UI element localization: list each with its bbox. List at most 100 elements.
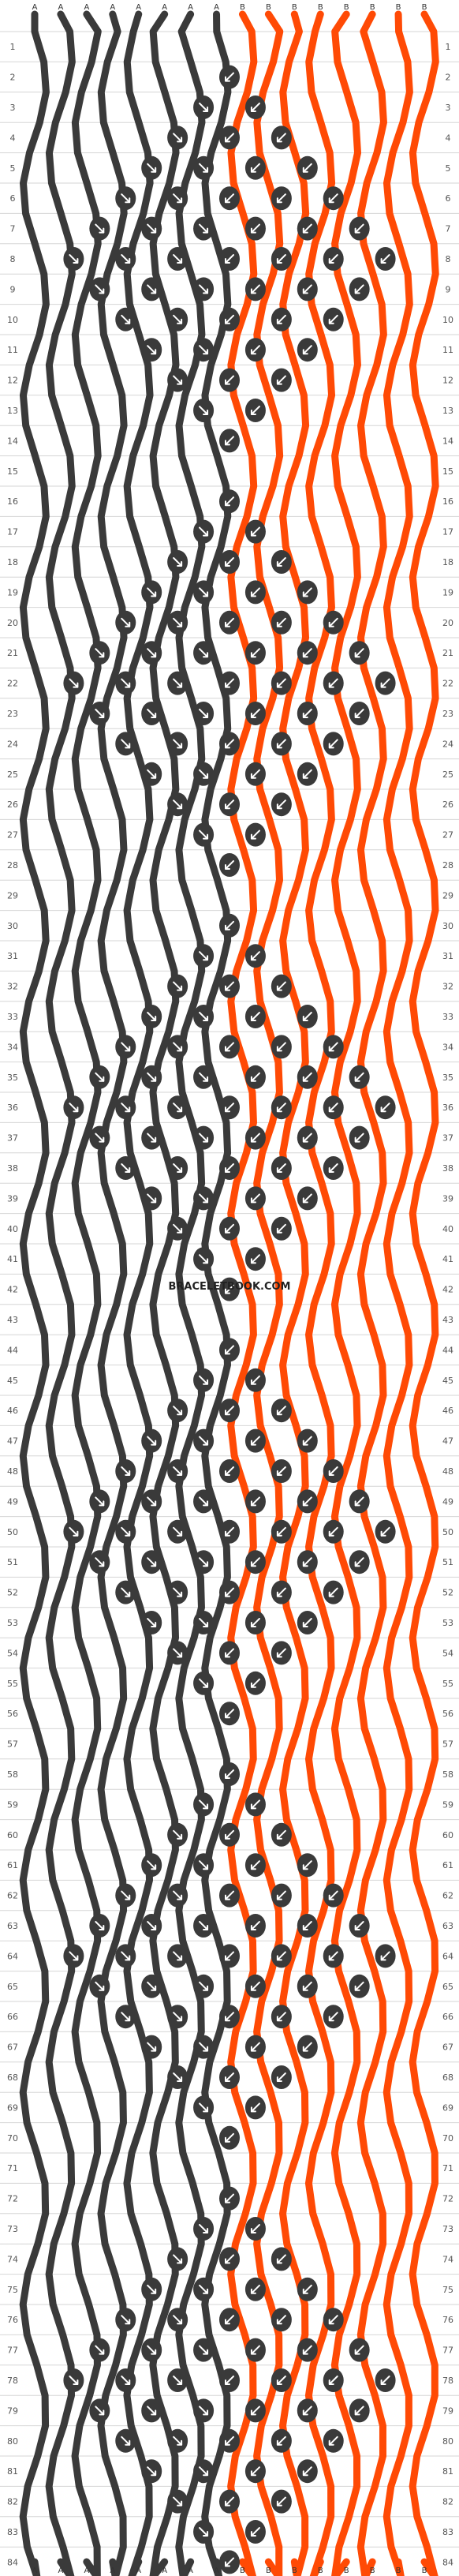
knot-arrow-icon	[276, 2072, 286, 2082]
knot-arrow-icon	[302, 1072, 312, 1082]
knot-arrow-icon	[328, 739, 338, 749]
knot-arrow-icon	[276, 1890, 286, 1900]
row-number-left: 69	[7, 2102, 18, 2113]
knot-arrow-icon	[276, 2012, 286, 2022]
knot-arrow-icon	[276, 2376, 286, 2385]
row-number-right: 71	[442, 2163, 453, 2174]
knot-arrow-icon	[199, 1981, 209, 1991]
knot-arrow-icon	[121, 1526, 131, 1537]
knot-arrow-icon	[380, 1951, 390, 1961]
row-number-left: 75	[7, 2285, 18, 2295]
row-number-left: 84	[7, 2557, 18, 2567]
knot-arrow-icon	[173, 1406, 183, 1416]
row-number-right: 13	[442, 406, 453, 416]
knot-arrow-icon	[302, 1860, 312, 1870]
knot-arrow-icon	[147, 648, 157, 658]
row-number-right: 72	[442, 2194, 453, 2204]
knot-arrow-icon	[302, 284, 312, 294]
row-number-right: 66	[442, 2012, 453, 2022]
knot-arrow-icon	[199, 1496, 209, 1507]
row-number-left: 2	[10, 73, 16, 83]
knot-arrow-icon	[225, 2315, 234, 2325]
row-number-left: 76	[7, 2315, 18, 2325]
knot-arrow-icon	[250, 345, 260, 355]
knot-arrow-icon	[173, 133, 183, 143]
knot-arrow-icon	[276, 2315, 286, 2325]
row-number-right: 81	[442, 2466, 453, 2477]
row-number-right: 79	[442, 2406, 453, 2416]
knot-arrow-icon	[276, 1648, 286, 1658]
knot-arrow-icon	[250, 1436, 260, 1446]
knot-arrow-icon	[147, 345, 157, 355]
knot-arrow-icon	[173, 557, 183, 567]
row-number-right: 56	[442, 1709, 453, 1719]
knot-arrow-icon	[225, 739, 234, 749]
row-number-right: 58	[442, 1769, 453, 1780]
row-number-right: 47	[442, 1436, 453, 1447]
knot-arrow-icon	[199, 1921, 209, 1930]
row-number-left: 81	[7, 2466, 18, 2477]
knot-arrow-icon	[121, 1042, 131, 1052]
knot-arrow-icon	[199, 2527, 209, 2537]
strand-label-bottom: A	[162, 2567, 167, 2575]
knot-arrow-icon	[225, 1829, 234, 1840]
knot-arrow-icon	[250, 1072, 260, 1082]
row-number-left: 60	[7, 1830, 18, 1840]
knot-arrow-icon	[302, 1012, 312, 1021]
knot-arrow-icon	[173, 799, 183, 810]
row-number-right: 29	[442, 890, 453, 900]
row-number-right: 54	[442, 1648, 453, 1658]
knot-arrow-icon	[250, 709, 260, 718]
row-number-right: 3	[446, 103, 451, 113]
knot-arrow-icon	[173, 1103, 183, 1113]
row-number-left: 28	[7, 860, 18, 871]
knot-arrow-icon	[276, 1466, 286, 1476]
knot-arrow-icon	[302, 2284, 312, 2294]
knot-arrow-icon	[95, 1921, 105, 1930]
row-number-right: 28	[442, 860, 453, 871]
row-number-left: 22	[7, 679, 18, 689]
knot-arrow-icon	[328, 2315, 338, 2325]
row-number-right: 30	[442, 921, 453, 931]
knot-arrow-icon	[173, 739, 183, 749]
knot-arrow-icon	[250, 2224, 260, 2233]
knot-arrow-icon	[380, 1103, 390, 1113]
row-number-right: 2	[446, 73, 451, 83]
strand	[382, 10, 413, 2576]
knot-arrow-icon	[199, 1799, 209, 1810]
strand-label-top: A	[84, 3, 89, 12]
knot-arrow-icon	[95, 648, 105, 658]
knot-arrow-icon	[199, 1133, 209, 1143]
knot-arrow-icon	[199, 1375, 209, 1385]
knot-arrow-icon	[173, 193, 183, 204]
row-number-right: 32	[442, 982, 453, 992]
knot-arrow-icon	[225, 860, 234, 870]
knot-arrow-icon	[225, 2496, 234, 2507]
knot-arrow-icon	[199, 1072, 209, 1082]
knot-arrow-icon	[147, 769, 157, 779]
row-number-left: 37	[7, 1133, 18, 1144]
knot-arrow-icon	[147, 1193, 157, 1204]
knot-arrow-icon	[276, 1526, 286, 1537]
knot-arrow-icon	[147, 1436, 157, 1446]
knot-arrow-icon	[302, 2042, 312, 2052]
row-number-left: 40	[7, 1224, 18, 1234]
row-number-right: 70	[442, 2133, 453, 2144]
knot-arrow-icon	[199, 648, 209, 658]
knot-arrow-icon	[121, 2012, 131, 2022]
knot-arrow-icon	[250, 1799, 260, 1810]
row-number-right: 11	[442, 345, 453, 355]
knot-arrow-icon	[199, 1557, 209, 1567]
knot-arrow-icon	[147, 1012, 157, 1021]
row-number-right: 12	[442, 376, 453, 386]
row-number-right: 37	[442, 1133, 453, 1144]
knot-arrow-icon	[199, 2345, 209, 2355]
knot-arrow-icon	[250, 1557, 260, 1567]
strand	[409, 10, 439, 2576]
row-number-left: 25	[7, 769, 18, 780]
knot-arrow-icon	[121, 1890, 131, 1900]
strand-label-top: B	[396, 3, 401, 12]
knot-arrow-icon	[250, 2466, 260, 2477]
knot-arrow-icon	[354, 284, 364, 294]
